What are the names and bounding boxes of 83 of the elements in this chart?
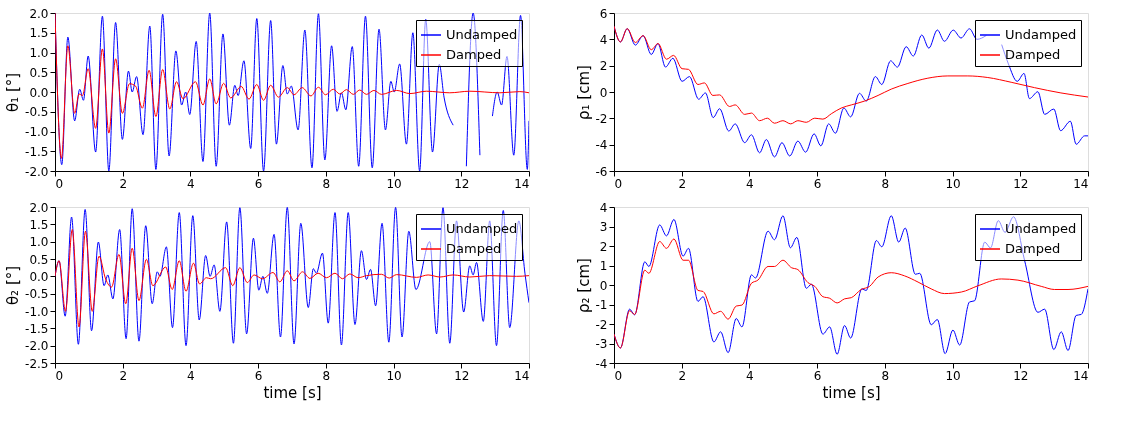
x-tick-label: 6: [813, 176, 822, 191]
legend-label: Damped: [1005, 47, 1061, 62]
x-tick-label: 0: [55, 176, 64, 191]
y-tick-label: -1.0: [25, 125, 49, 139]
y-tick-label: -2.0: [25, 164, 49, 179]
x-tick-label: 6: [254, 368, 263, 383]
y-axis-title: θ₁ [°]: [4, 72, 23, 113]
x-axis-title: time [s]: [822, 383, 881, 402]
line-series: [614, 238, 1088, 349]
legend-label: Undamped: [446, 27, 518, 42]
x-tick-label: 12: [1013, 368, 1029, 383]
x-tick-label: 2: [119, 176, 128, 191]
legend-label: Damped: [446, 241, 502, 256]
x-tick-label: 12: [454, 368, 470, 383]
y-tick-label: 0.0: [29, 85, 49, 100]
x-tick-label: 4: [746, 176, 754, 191]
x-tick-label: 6: [813, 368, 822, 383]
y-tick-label: 2: [599, 59, 608, 74]
x-tick-label: 8: [322, 176, 331, 191]
y-tick-label: 0: [599, 278, 608, 293]
y-tick-label: 6: [599, 6, 608, 21]
x-tick-label: 10: [386, 368, 402, 383]
y-axis-title: ρ₂ [cm]: [574, 258, 593, 313]
y-tick-label: 0: [599, 85, 608, 100]
y-tick-label: 0.5: [29, 65, 49, 80]
line-series: [614, 25, 1088, 125]
y-tick-label: -2: [595, 317, 608, 332]
y-tick-label: -4: [595, 356, 608, 371]
legend-label: Undamped: [1005, 27, 1077, 42]
y-tick-label: -0.5: [25, 287, 49, 302]
y-tick-label: 1.0: [29, 235, 49, 250]
y-tick-label: -3: [595, 337, 608, 351]
y-tick-label: -2.5: [25, 356, 49, 371]
y-tick-label: -0.5: [25, 105, 49, 120]
legend-label: Undamped: [1005, 221, 1077, 236]
y-tick-label: 4: [599, 200, 608, 215]
y-tick-label: 3: [599, 220, 608, 234]
y-tick-label: -2: [595, 111, 608, 126]
y-tick-label: -6: [595, 164, 608, 179]
y-tick-label: 2.0: [29, 6, 49, 21]
y-tick-label: -1.5: [25, 321, 49, 336]
x-tick-label: 2: [678, 368, 687, 383]
legend-label: Damped: [446, 47, 502, 62]
y-tick-label: 2: [599, 239, 608, 254]
x-tick-label: 10: [945, 368, 961, 383]
y-tick-label: 1.5: [29, 26, 49, 41]
x-tick-label: 14: [1073, 176, 1089, 191]
y-tick-label: 4: [599, 32, 608, 47]
x-tick-label: 0: [614, 176, 623, 191]
y-tick-label: 0.0: [29, 269, 49, 284]
y-tick-label: -1: [595, 298, 608, 312]
y-tick-label: 1.5: [29, 217, 49, 232]
x-tick-label: 8: [881, 176, 890, 191]
x-axis-title: time [s]: [263, 383, 322, 402]
x-tick-label: 4: [187, 368, 195, 383]
y-tick-label: -1.0: [25, 304, 49, 319]
x-tick-label: 12: [454, 176, 470, 191]
y-tick-label: -1.5: [25, 144, 49, 159]
x-tick-label: 4: [746, 368, 754, 383]
y-tick-label: 2.0: [29, 200, 49, 215]
x-tick-label: 2: [678, 176, 687, 191]
legend-label: Damped: [1005, 241, 1061, 256]
x-tick-label: 8: [881, 368, 890, 383]
x-tick-label: 14: [1073, 368, 1089, 383]
x-tick-label: 6: [254, 176, 263, 191]
y-tick-label: 0.5: [29, 252, 49, 267]
x-tick-label: 10: [945, 176, 961, 191]
y-axis-title: θ₂ [°]: [4, 265, 23, 306]
y-tick-label: -2.0: [25, 339, 49, 354]
x-tick-label: 14: [514, 176, 530, 191]
y-axis-title: ρ₁ [cm]: [574, 65, 593, 120]
y-tick-label: 1.0: [29, 46, 49, 60]
x-tick-label: 12: [1013, 176, 1029, 191]
x-tick-label: 10: [386, 176, 402, 191]
legend-label: Undamped: [446, 221, 518, 236]
x-tick-label: 8: [322, 368, 331, 383]
y-tick-label: -4: [595, 138, 608, 153]
x-tick-label: 14: [514, 368, 530, 383]
x-tick-label: 0: [614, 368, 623, 383]
x-tick-label: 4: [187, 176, 195, 191]
x-tick-label: 0: [55, 368, 64, 383]
x-tick-label: 2: [119, 368, 128, 383]
y-tick-label: 1: [599, 259, 608, 273]
